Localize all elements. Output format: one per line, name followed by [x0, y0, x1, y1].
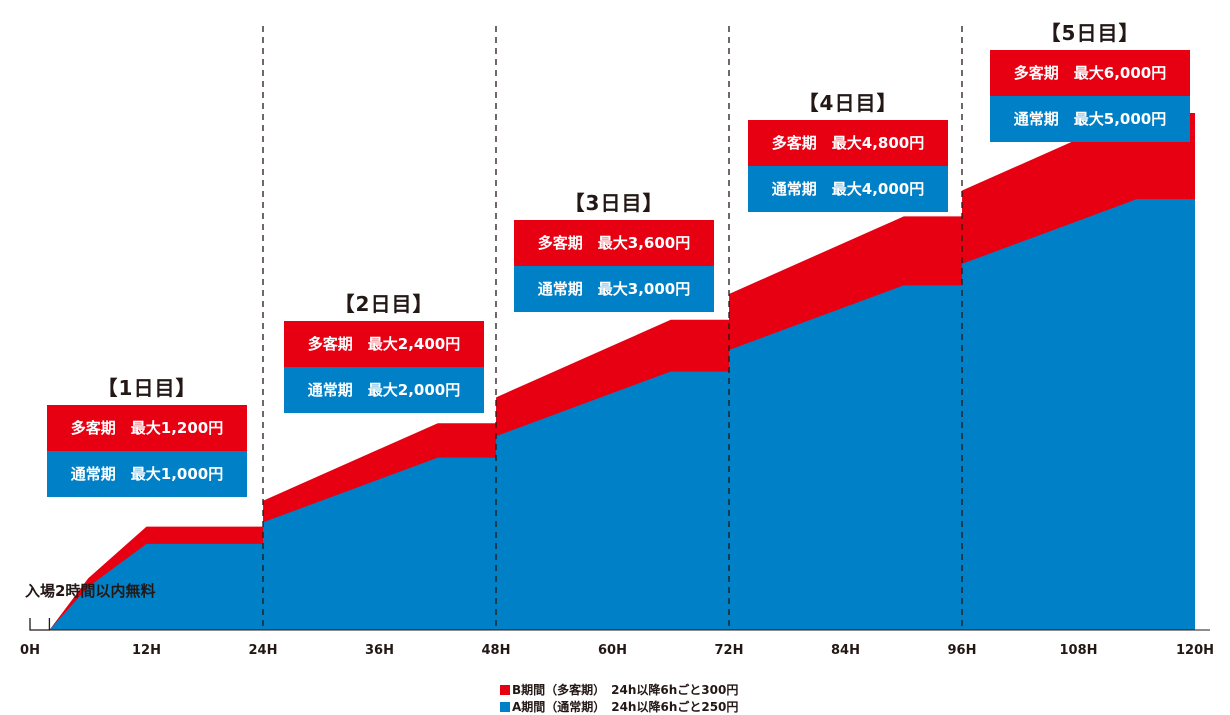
- x-tick-label: 84H: [831, 643, 860, 658]
- day-5-busy-max: 多客期 最大6,000円: [990, 50, 1190, 96]
- legend-swatch-a: [499, 702, 510, 712]
- day-3-panel: 【3日目】 多客期 最大3,600円 通常期 最大3,000円: [514, 186, 714, 312]
- day-1-normal-max: 通常期 最大1,000円: [47, 451, 247, 497]
- day-4-busy-max: 多客期 最大4,800円: [748, 120, 948, 166]
- day-3-normal-max: 通常期 最大3,000円: [514, 266, 714, 312]
- day-3-title: 【3日目】: [564, 191, 664, 215]
- day-5-normal-max: 通常期 最大5,000円: [990, 96, 1190, 142]
- day-1-panel: 【1日目】 多客期 最大1,200円 通常期 最大1,000円: [47, 371, 247, 497]
- day-3-busy-max: 多客期 最大3,600円: [514, 220, 714, 266]
- x-tick-label: 120H: [1176, 643, 1214, 658]
- free-period-bracket: [29, 618, 51, 631]
- x-tick-label: 12H: [132, 643, 161, 658]
- series-a-area: [30, 199, 1195, 631]
- day-2-busy-max: 多客期 最大2,400円: [284, 321, 484, 367]
- day-2-title: 【2日目】: [334, 292, 434, 316]
- x-tick-label: 36H: [365, 643, 394, 658]
- free-period-label: 入場2時間以内無料: [25, 582, 156, 600]
- day-2-panel: 【2日目】 多客期 最大2,400円 通常期 最大2,000円: [284, 287, 484, 413]
- day-2-normal-max: 通常期 最大2,000円: [284, 367, 484, 413]
- day-5-panel: 【5日目】 多客期 最大6,000円 通常期 最大5,000円: [990, 16, 1190, 142]
- legend: B期間（多客期） 24h以降6hごと300円 A期間（通常期） 24h以降6hご…: [0, 667, 1230, 715]
- legend-swatch-b: [500, 685, 510, 695]
- legend-label-b: B期間（多客期） 24h以降6hごと300円: [512, 683, 739, 697]
- x-tick-label: 60H: [598, 643, 627, 658]
- legend-label-a: A期間（通常期） 24h以降6hごと250円: [511, 700, 739, 714]
- x-tick-label: 24H: [249, 643, 278, 658]
- day-4-title: 【4日目】: [798, 91, 898, 115]
- legend-item-a: A期間（通常期） 24h以降6hごと250円: [499, 698, 739, 715]
- x-tick-label: 96H: [948, 643, 977, 658]
- x-tick-label: 48H: [482, 643, 511, 658]
- day-4-panel: 【4日目】 多客期 最大4,800円 通常期 最大4,000円: [748, 86, 948, 212]
- legend-item-b: B期間（多客期） 24h以降6hごと300円: [500, 681, 738, 698]
- x-tick-label: 108H: [1059, 643, 1097, 658]
- day-1-title: 【1日目】: [97, 376, 197, 400]
- day-4-normal-max: 通常期 最大4,000円: [748, 166, 948, 212]
- x-tick-label: 72H: [715, 643, 744, 658]
- day-5-title: 【5日目】: [1040, 21, 1140, 45]
- parking-fee-chart: 0H 12H 24H 36H 48H 60H 72H 84H 96H 108H 120H: [20, 26, 1214, 658]
- x-tick-label: 0H: [20, 643, 40, 658]
- day-1-busy-max: 多客期 最大1,200円: [47, 405, 247, 451]
